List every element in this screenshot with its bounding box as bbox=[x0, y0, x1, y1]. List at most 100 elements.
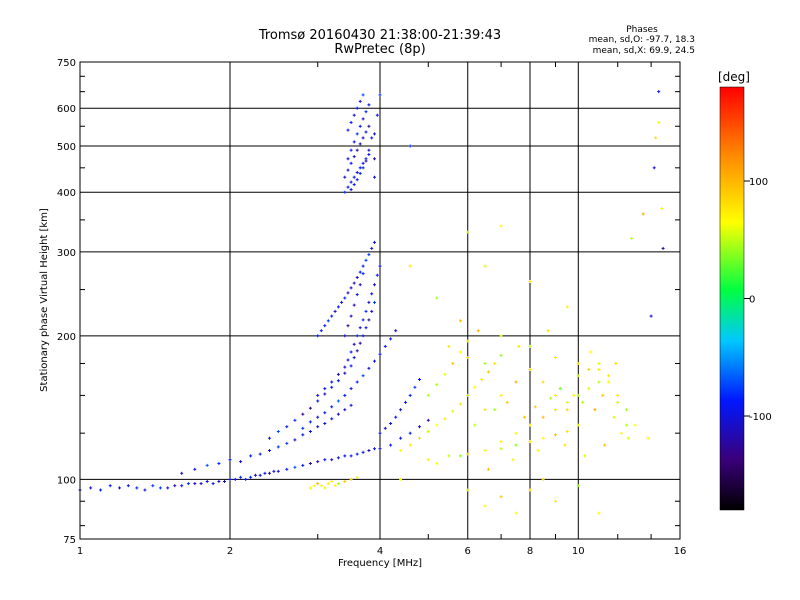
data-point bbox=[404, 400, 407, 404]
data-point bbox=[499, 224, 503, 228]
data-point bbox=[367, 148, 371, 152]
data-point bbox=[493, 362, 497, 365]
data-point bbox=[625, 423, 629, 427]
chart-subtitle: RwPretec (8p) bbox=[334, 42, 425, 57]
data-point bbox=[316, 460, 320, 464]
data-point bbox=[352, 155, 356, 159]
data-point bbox=[108, 484, 112, 488]
phases-heading: Phases bbox=[626, 25, 658, 35]
data-point bbox=[323, 486, 327, 490]
data-point bbox=[554, 499, 557, 503]
data-point bbox=[589, 350, 593, 354]
data-point bbox=[330, 385, 334, 389]
data-point bbox=[343, 454, 347, 458]
data-point bbox=[554, 356, 557, 360]
data-point bbox=[558, 387, 562, 391]
data-point bbox=[180, 484, 184, 488]
data-point bbox=[367, 318, 371, 322]
data-point bbox=[361, 93, 365, 97]
data-point bbox=[293, 418, 297, 422]
data-point bbox=[308, 406, 312, 410]
y-axis-label: Stationary phase Virtual Height [km] bbox=[39, 208, 50, 392]
y-tick-label: 750 bbox=[57, 58, 76, 69]
data-point bbox=[375, 113, 379, 117]
data-point bbox=[370, 309, 374, 313]
data-point bbox=[565, 305, 569, 309]
data-point bbox=[346, 185, 350, 189]
colorbar-ticks: 100 0 -100 bbox=[744, 177, 772, 423]
data-point bbox=[346, 324, 350, 328]
data-point bbox=[352, 113, 356, 117]
data-point bbox=[549, 396, 553, 400]
data-point bbox=[346, 291, 350, 295]
data-point bbox=[293, 465, 297, 469]
data-point bbox=[435, 296, 439, 300]
data-point bbox=[533, 405, 537, 409]
data-point bbox=[349, 188, 353, 192]
data-point bbox=[276, 430, 280, 433]
data-point bbox=[343, 296, 347, 300]
data-point bbox=[323, 422, 327, 425]
data-point bbox=[483, 449, 487, 452]
x-axis-label: Frequency [MHz] bbox=[338, 558, 422, 569]
data-point bbox=[343, 175, 347, 179]
data-point bbox=[151, 484, 155, 488]
data-point bbox=[370, 292, 374, 296]
data-point bbox=[375, 273, 379, 277]
data-point bbox=[355, 276, 359, 279]
data-point bbox=[352, 281, 356, 285]
data-point bbox=[358, 283, 362, 287]
data-point bbox=[343, 334, 347, 338]
y-tick-label: 500 bbox=[57, 142, 76, 153]
data-point bbox=[346, 358, 350, 362]
data-point bbox=[355, 380, 359, 384]
data-point bbox=[473, 423, 477, 427]
data-point bbox=[193, 482, 197, 486]
data-point bbox=[308, 430, 312, 433]
data-point bbox=[373, 447, 376, 451]
data-point bbox=[625, 408, 629, 412]
data-point bbox=[316, 393, 320, 397]
data-point bbox=[523, 415, 526, 419]
data-point bbox=[466, 393, 470, 397]
data-point bbox=[180, 471, 184, 475]
data-point bbox=[587, 368, 591, 371]
colorbar-tick-label: 100 bbox=[749, 177, 768, 188]
data-point bbox=[435, 462, 439, 465]
data-point bbox=[466, 339, 470, 343]
data-point bbox=[612, 415, 616, 419]
data-point bbox=[343, 408, 347, 412]
data-point bbox=[581, 400, 585, 404]
data-point bbox=[499, 334, 503, 338]
data-point bbox=[616, 400, 620, 404]
data-point bbox=[316, 415, 320, 419]
data-point bbox=[607, 374, 610, 378]
data-point bbox=[499, 440, 503, 444]
data-point bbox=[546, 329, 550, 333]
y-tick-label: 75 bbox=[63, 535, 76, 546]
data-point bbox=[517, 344, 521, 348]
data-point bbox=[661, 246, 665, 250]
data-point bbox=[576, 393, 580, 397]
data-point bbox=[626, 436, 630, 440]
data-point bbox=[244, 477, 248, 481]
data-point bbox=[285, 425, 289, 429]
data-point bbox=[268, 471, 271, 475]
axis-ticks bbox=[80, 62, 680, 539]
data-point bbox=[336, 379, 340, 383]
data-point bbox=[458, 454, 462, 458]
data-point bbox=[514, 431, 518, 435]
data-point bbox=[355, 148, 359, 152]
data-point bbox=[593, 408, 597, 412]
data-point bbox=[352, 140, 356, 144]
data-point bbox=[607, 380, 610, 384]
data-point bbox=[373, 132, 376, 136]
data-point bbox=[349, 477, 353, 481]
data-point bbox=[466, 488, 470, 492]
colorbar bbox=[719, 86, 745, 511]
data-point bbox=[118, 486, 121, 490]
data-point bbox=[486, 467, 490, 471]
data-point bbox=[451, 409, 455, 413]
data-point bbox=[336, 412, 340, 416]
data-point bbox=[301, 426, 305, 430]
